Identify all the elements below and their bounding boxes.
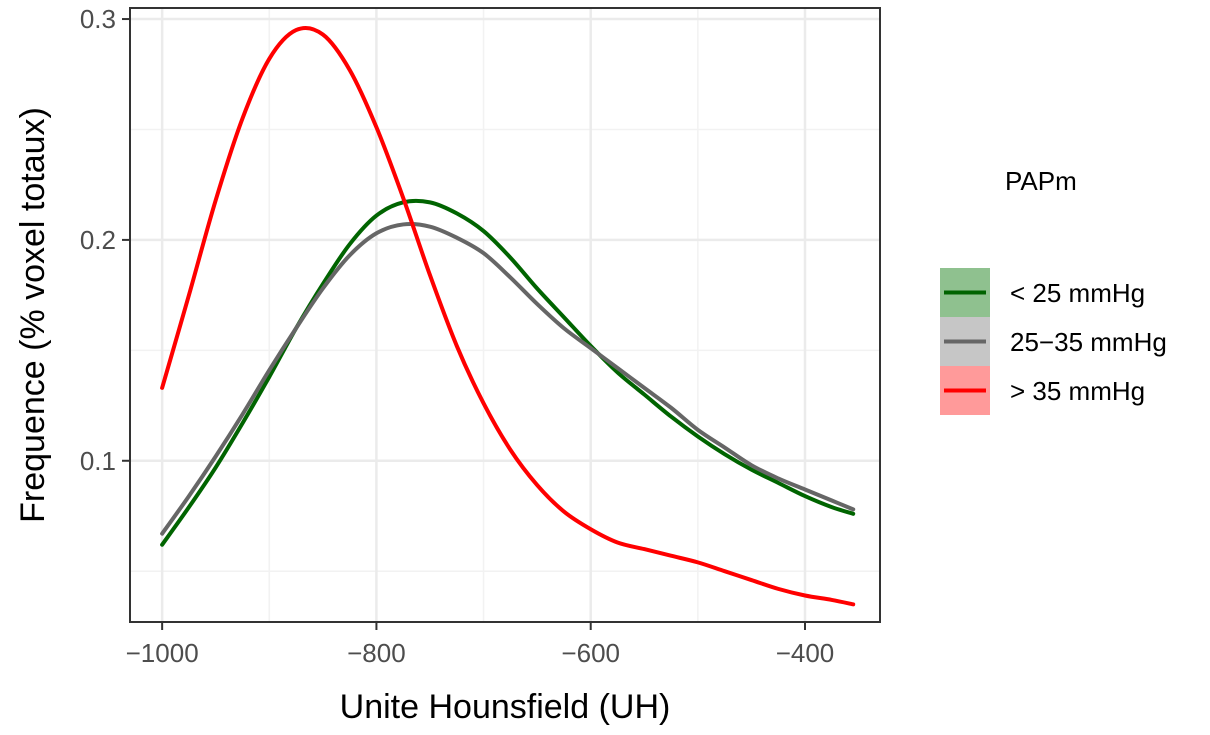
legend-items: < 25 mmHg 25−35 mmHg > 35 mmHg	[940, 268, 1167, 415]
y-axis-title: Frequence (% voxel totaux)	[14, 107, 52, 523]
legend-label-2: > 35 mmHg	[1010, 376, 1145, 406]
minor-gridlines	[130, 8, 880, 622]
y-axis: 0.1 0.2 0.3	[80, 4, 130, 476]
y-tick-label: 0.1	[80, 446, 116, 476]
legend-label-0: < 25 mmHg	[1010, 278, 1145, 308]
series-line-1	[160, 222, 856, 536]
x-tick-label: −600	[561, 638, 620, 668]
x-tick-label: −1000	[126, 638, 199, 668]
x-tick-label: −800	[347, 638, 406, 668]
series-line-0	[160, 198, 856, 547]
x-axis: −1000 −800 −600 −400	[126, 622, 835, 668]
series-lines	[160, 25, 856, 607]
legend-label-1: 25−35 mmHg	[1010, 327, 1167, 357]
x-tick-label: −400	[776, 638, 835, 668]
x-axis-title: Unite Hounsfield (UH)	[340, 688, 671, 726]
legend-title: PAPm	[1005, 166, 1077, 196]
y-tick-label: 0.3	[80, 4, 116, 34]
plot-panel-border	[129, 7, 881, 623]
major-gridlines	[130, 8, 880, 622]
y-tick-label: 0.2	[80, 225, 116, 255]
legend: PAPm < 25 mmHg 25−35 mmHg > 35 mmHg	[940, 166, 1167, 415]
series-line-2	[160, 25, 856, 607]
